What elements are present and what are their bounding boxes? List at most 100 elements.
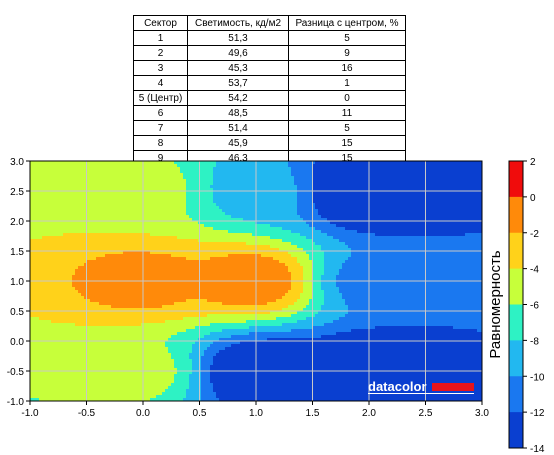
contour-cell (348, 233, 351, 236)
contour-cell (33, 182, 36, 185)
contour-cell (375, 257, 378, 260)
contour-cell (417, 191, 420, 194)
contour-cell (474, 236, 477, 239)
contour-cell (96, 203, 99, 206)
contour-cell (327, 245, 330, 248)
contour-cell (180, 227, 183, 230)
contour-cell (276, 248, 279, 251)
contour-cell (48, 164, 51, 167)
contour-cell (309, 167, 312, 170)
contour-cell (297, 164, 300, 167)
contour-cell (402, 245, 405, 248)
contour-cell (345, 185, 348, 188)
contour-cell (69, 191, 72, 194)
contour-cell (321, 167, 324, 170)
contour-cell (306, 227, 309, 230)
contour-cell (84, 188, 87, 191)
contour-cell (33, 191, 36, 194)
contour-cell (168, 248, 171, 251)
contour-cell (288, 236, 291, 239)
contour-cell (420, 218, 423, 221)
contour-cell (90, 236, 93, 239)
contour-cell (171, 215, 174, 218)
contour-cell (162, 239, 165, 242)
contour-cell (435, 230, 438, 233)
contour-cell (456, 221, 459, 224)
contour-cell (387, 215, 390, 218)
contour-cell (285, 176, 288, 179)
contour-cell (138, 200, 141, 203)
contour-cell (195, 161, 198, 164)
contour-cell (366, 191, 369, 194)
contour-cell (339, 248, 342, 251)
contour-cell (285, 230, 288, 233)
contour-cell (42, 254, 45, 257)
contour-cell (300, 215, 303, 218)
contour-cell (45, 221, 48, 224)
table-row: 7 51,4 5 (133, 120, 406, 136)
contour-cell (279, 179, 282, 182)
contour-cell (195, 173, 198, 176)
contour-cell (246, 239, 249, 242)
contour-cell (366, 245, 369, 248)
contour-cell (165, 173, 168, 176)
contour-cell (345, 170, 348, 173)
contour-cell (51, 233, 54, 236)
contour-cell (474, 167, 477, 170)
contour-cell (105, 200, 108, 203)
contour-cell (168, 161, 171, 164)
contour-cell (66, 167, 69, 170)
contour-cell (330, 257, 333, 260)
contour-cell (330, 224, 333, 227)
contour-cell (93, 203, 96, 206)
contour-cell (423, 230, 426, 233)
contour-cell (147, 248, 150, 251)
contour-cell (156, 194, 159, 197)
contour-cell (381, 233, 384, 236)
contour-cell (366, 188, 369, 191)
contour-cell (363, 185, 366, 188)
contour-cell (258, 182, 261, 185)
contour-cell (63, 173, 66, 176)
contour-cell (312, 173, 315, 176)
contour-cell (189, 233, 192, 236)
contour-cell (45, 194, 48, 197)
contour-cell (189, 251, 192, 254)
contour-cell (450, 215, 453, 218)
contour-cell (294, 197, 297, 200)
contour-cell (126, 224, 129, 227)
contour-cell (162, 197, 165, 200)
contour-cell (153, 188, 156, 191)
contour-cell (444, 245, 447, 248)
contour-cell (99, 248, 102, 251)
contour-cell (408, 206, 411, 209)
contour-cell (429, 239, 432, 242)
contour-cell (57, 185, 60, 188)
contour-cell (57, 200, 60, 203)
contour-cell (75, 200, 78, 203)
contour-cell (378, 251, 381, 254)
contour-cell (168, 227, 171, 230)
contour-cell (138, 182, 141, 185)
contour-cell (375, 215, 378, 218)
contour-cell (285, 251, 288, 254)
contour-cell (420, 236, 423, 239)
contour-cell (171, 182, 174, 185)
contour-cell (216, 218, 219, 221)
contour-cell (126, 251, 129, 254)
contour-cell (348, 164, 351, 167)
contour-cell (204, 167, 207, 170)
contour-cell (183, 185, 186, 188)
contour-cell (459, 254, 462, 257)
contour-cell (138, 188, 141, 191)
contour-cell (150, 194, 153, 197)
contour-cell (201, 257, 204, 260)
contour-cell (90, 254, 93, 257)
contour-cell (375, 179, 378, 182)
contour-cell (36, 194, 39, 197)
contour-cell (75, 197, 78, 200)
contour-cell (54, 218, 57, 221)
contour-cell (480, 173, 482, 176)
contour-cell (168, 251, 171, 254)
contour-cell (171, 251, 174, 254)
